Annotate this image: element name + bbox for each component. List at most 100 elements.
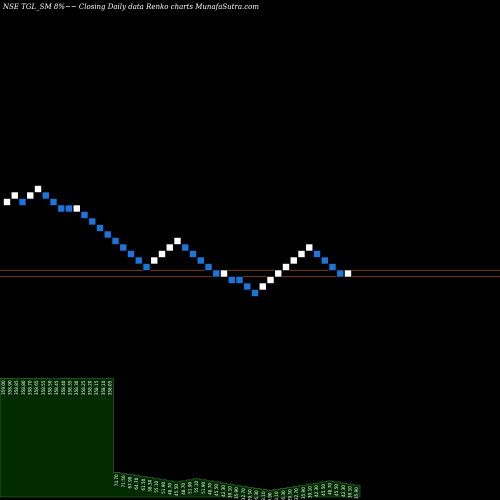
renko-brick-16 <box>127 250 135 258</box>
renko-brick-8 <box>65 204 73 213</box>
renko-brick-38 <box>297 250 306 258</box>
renko-brick-0 <box>3 198 11 206</box>
volume-label-18: 71.50 <box>121 475 126 487</box>
renko-brick-28 <box>220 269 228 278</box>
volume-label-0: 359.00 <box>1 380 6 395</box>
renko-brick-37 <box>289 256 298 265</box>
volume-label-17: 74.70 <box>114 474 119 486</box>
renko-brick-41 <box>320 256 329 265</box>
volume-label-39: 23.10 <box>261 491 266 500</box>
renko-brick-7 <box>57 204 66 213</box>
renko-brick-12 <box>96 224 104 232</box>
volume-label-5: 358.65 <box>34 380 39 395</box>
volume-label-48: 45.50 <box>321 484 326 496</box>
volume-label-36: 32.70 <box>241 488 246 500</box>
volume-label-44: 32.70 <box>294 488 299 500</box>
volume-label-4: 358.70 <box>28 380 33 395</box>
renko-brick-40 <box>313 250 321 258</box>
renko-brick-25 <box>196 256 205 265</box>
volume-label-46: 39.10 <box>308 486 313 498</box>
volume-label-41: 23.10 <box>274 491 279 500</box>
renko-brick-42 <box>328 263 337 271</box>
volume-label-23: 55.10 <box>154 480 159 492</box>
volume-label-49: 48.70 <box>328 483 333 495</box>
renko-brick-22 <box>173 237 182 245</box>
renko-brick-4 <box>34 185 42 193</box>
renko-brick-9 <box>72 204 81 213</box>
volume-labels: 359.00 358.90 358.85 358.80 358.70 358.65 358.… <box>1 380 359 500</box>
renko-brick-32 <box>251 289 259 297</box>
volume-label-11: 358.30 <box>74 380 79 395</box>
volume-label-1: 358.90 <box>8 380 13 395</box>
renko-brick-44 <box>344 269 352 278</box>
volume-label-40: 19.90 <box>268 492 273 500</box>
volume-label-3: 358.80 <box>21 380 26 395</box>
volume-label-10: 358.35 <box>68 380 73 395</box>
chart-header: NSE TGL_SM 8%~~ Closing Daily data Renko… <box>2 3 259 11</box>
volume-label-34: 39.10 <box>228 486 233 498</box>
renko-brick-5 <box>41 191 50 200</box>
renko-brick-14 <box>111 237 120 245</box>
renko-brick-24 <box>189 250 197 258</box>
volume-label-12: 358.25 <box>81 380 86 395</box>
renko-brick-18 <box>142 263 151 271</box>
volume-label-28: 51.90 <box>188 482 193 494</box>
volume-label-42: 26.30 <box>281 490 286 500</box>
renko-brick-10 <box>80 211 89 219</box>
renko-brick-39 <box>305 243 314 252</box>
volume-label-6: 358.55 <box>41 380 46 395</box>
volume-label-25: 48.70 <box>168 483 173 495</box>
renko-bricks <box>3 185 352 297</box>
renko-brick-33 <box>258 282 267 291</box>
volume-label-14: 358.15 <box>94 380 99 395</box>
renko-brick-23 <box>181 243 190 252</box>
renko-brick-30 <box>235 276 244 284</box>
volume-label-47: 42.30 <box>314 485 319 497</box>
renko-brick-6 <box>49 198 58 206</box>
volume-label-31: 48.70 <box>208 483 213 495</box>
volume-label-26: 45.50 <box>174 484 179 496</box>
volume-label-21: 61.50 <box>141 478 146 490</box>
renko-brick-19 <box>150 256 159 265</box>
volume-label-19: 67.90 <box>128 476 133 488</box>
volume-label-16: 358.05 <box>108 380 113 395</box>
volume-label-51: 42.30 <box>341 485 346 497</box>
volume-label-24: 51.90 <box>161 482 166 494</box>
renko-brick-26 <box>204 263 213 271</box>
volume-label-37: 29.50 <box>248 489 253 500</box>
volume-label-52: 39.10 <box>348 486 353 498</box>
volume-label-13: 358.20 <box>88 380 93 395</box>
renko-brick-31 <box>243 282 252 291</box>
volume-label-53: 35.90 <box>354 487 359 499</box>
renko-brick-43 <box>336 269 345 278</box>
volume-label-2: 358.85 <box>14 380 19 395</box>
renko-brick-21 <box>165 243 174 252</box>
volume-label-27: 48.70 <box>181 483 186 495</box>
renko-brick-15 <box>119 243 128 252</box>
renko-brick-34 <box>266 276 275 284</box>
renko-brick-36 <box>282 263 290 271</box>
volume-label-22: 58.30 <box>148 479 153 491</box>
renko-brick-17 <box>134 256 143 265</box>
volume-label-45: 35.90 <box>301 487 306 499</box>
renko-brick-11 <box>88 217 97 226</box>
volume-label-29: 55.10 <box>194 480 199 492</box>
renko-brick-20 <box>158 250 166 258</box>
renko-brick-29 <box>227 276 236 284</box>
volume-label-8: 358.45 <box>54 380 59 395</box>
renko-brick-2 <box>18 198 27 206</box>
volume-label-9: 358.40 <box>61 380 66 395</box>
renko-brick-35 <box>274 269 283 278</box>
volume-area <box>0 378 361 498</box>
volume-label-35: 35.90 <box>234 487 239 499</box>
volume-label-33: 42.30 <box>221 485 226 497</box>
volume-label-32: 45.50 <box>214 484 219 496</box>
reference-lines <box>0 269 500 278</box>
volume-label-7: 358.50 <box>48 380 53 395</box>
volume-label-38: 26.30 <box>254 490 259 500</box>
volume-label-15: 358.10 <box>101 380 106 395</box>
volume-label-50: 45.50 <box>334 484 339 496</box>
renko-brick-27 <box>212 269 221 278</box>
renko-brick-3 <box>26 191 35 200</box>
